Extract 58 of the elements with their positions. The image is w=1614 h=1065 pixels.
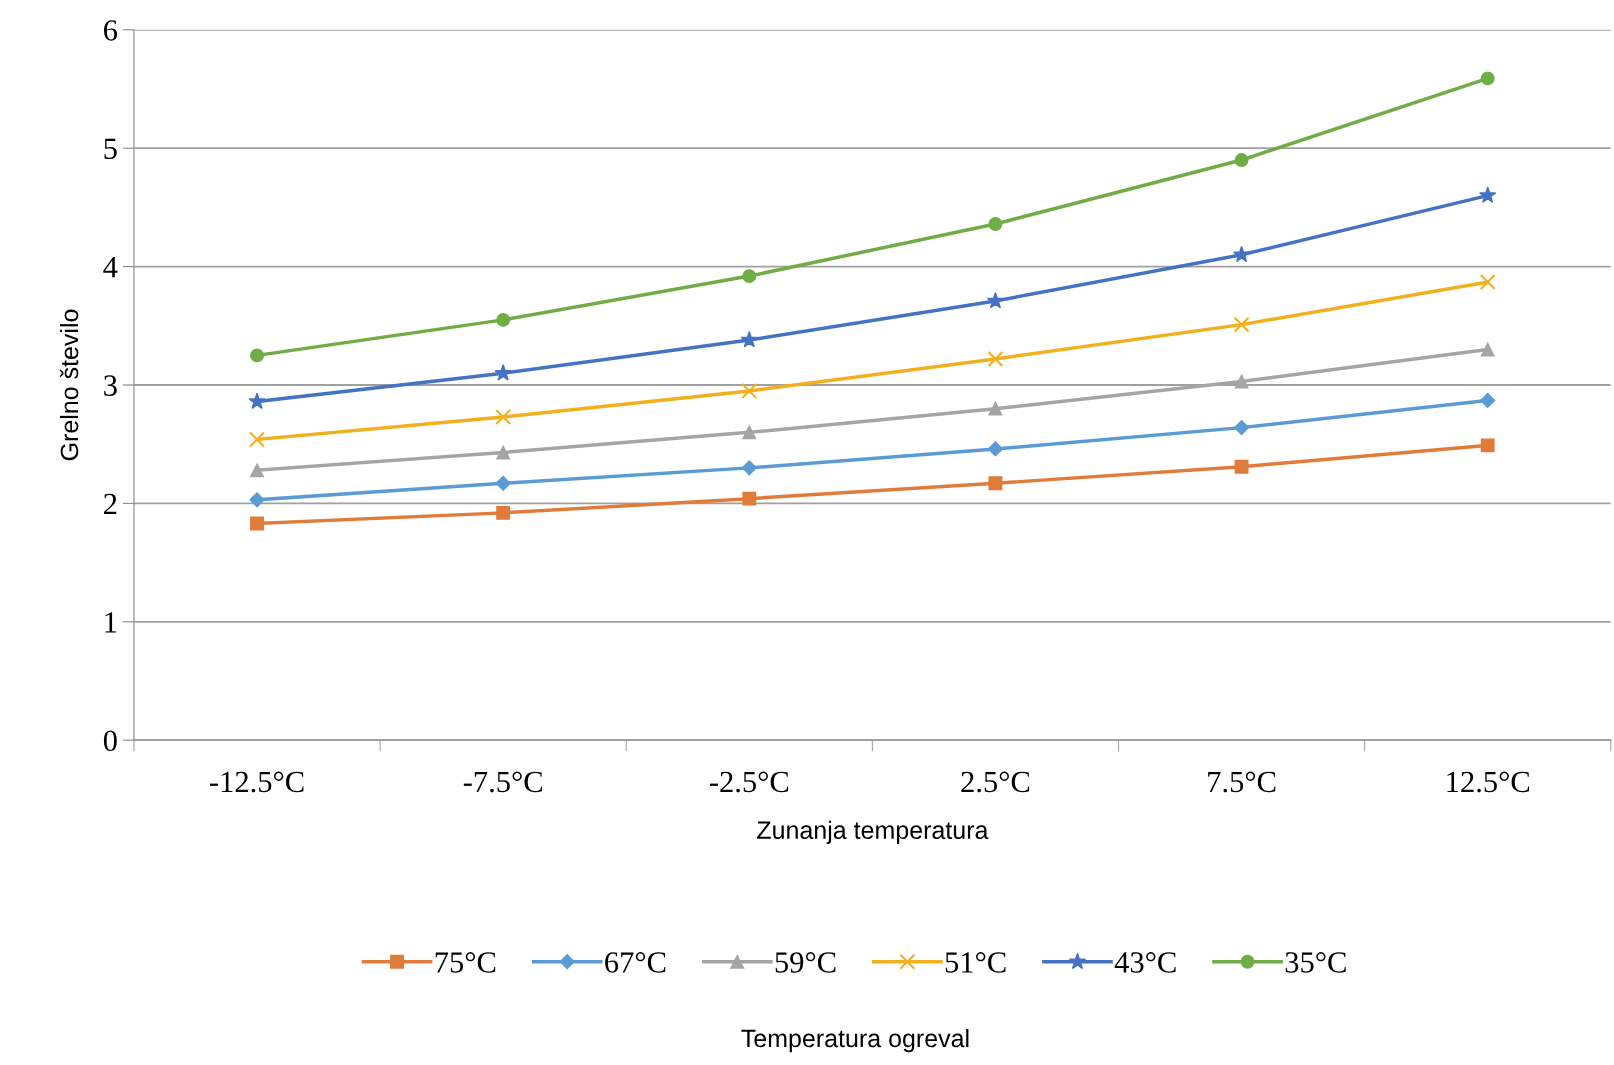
point xyxy=(1234,374,1249,389)
point xyxy=(988,476,1003,491)
point xyxy=(249,431,266,448)
point xyxy=(248,392,266,410)
y-tick-label: 5 xyxy=(104,138,117,160)
y-tick-label: 3 xyxy=(104,375,117,396)
point xyxy=(250,516,264,531)
y-tick-label: 6 xyxy=(104,20,118,41)
point xyxy=(250,348,264,363)
point xyxy=(986,291,1005,309)
point xyxy=(742,491,757,506)
point xyxy=(1233,316,1250,333)
legend-title: Temperatura ogreval xyxy=(741,1028,969,1053)
point xyxy=(249,492,265,508)
y-axis-title: Grelno število xyxy=(59,309,79,461)
point xyxy=(1480,438,1495,453)
point xyxy=(987,350,1004,367)
y-tick-label: 2 xyxy=(104,493,117,514)
point xyxy=(1480,342,1495,357)
point xyxy=(1233,420,1250,436)
point xyxy=(742,269,757,284)
point xyxy=(987,441,1004,457)
point xyxy=(1234,459,1249,474)
point xyxy=(740,330,758,348)
point xyxy=(495,475,511,491)
x-tick-label: -2.5°C xyxy=(709,771,789,793)
point xyxy=(741,460,757,476)
x-axis-title: Zunanja temperatura xyxy=(757,820,989,844)
x-tick-label: 12.5°C xyxy=(1447,771,1530,793)
legend-label: 51°C xyxy=(945,952,1006,973)
point xyxy=(1480,392,1496,408)
legend-label: 35°C xyxy=(1285,952,1346,973)
point xyxy=(741,382,758,399)
point xyxy=(496,445,511,460)
point xyxy=(1232,245,1251,263)
y-tick-label: 1 xyxy=(105,612,117,633)
x-tick-label: 2.5°C xyxy=(961,771,1030,793)
point xyxy=(496,505,511,520)
point xyxy=(742,425,757,440)
point xyxy=(495,408,512,425)
y-tick-label: 0 xyxy=(103,730,117,752)
point xyxy=(1234,153,1249,167)
point xyxy=(1479,274,1496,290)
point xyxy=(250,463,264,478)
point xyxy=(988,401,1003,416)
point xyxy=(496,312,511,327)
point xyxy=(1479,186,1497,204)
point xyxy=(988,217,1003,231)
point xyxy=(494,364,512,381)
x-tick-label: -7.5°C xyxy=(463,771,542,793)
y-tick-label: 4 xyxy=(103,257,118,278)
legend-label: 75°C xyxy=(435,952,496,973)
point xyxy=(1480,71,1495,86)
legend-label: 67°C xyxy=(605,952,666,973)
legend-label: 59°C xyxy=(775,952,836,973)
x-tick-label: 7.5°C xyxy=(1208,771,1276,793)
x-tick-label: -12.5°C xyxy=(210,771,304,793)
legend-label: 43°C xyxy=(1114,952,1176,973)
